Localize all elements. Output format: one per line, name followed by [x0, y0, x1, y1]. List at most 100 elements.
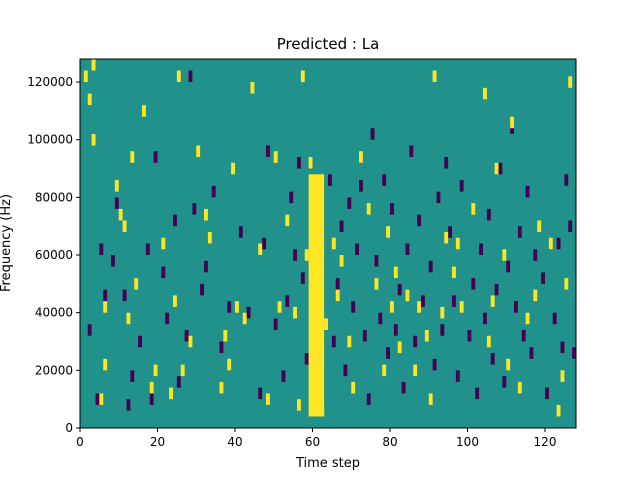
- heatmap-cell-low: [122, 289, 127, 302]
- heatmap-cell-high: [169, 387, 174, 400]
- heatmap-cell-low: [479, 243, 484, 256]
- heatmap-cell-high: [219, 381, 224, 394]
- heatmap-cell-low: [362, 329, 367, 342]
- heatmap-cell-low: [192, 203, 197, 215]
- heatmap-cell-high: [335, 289, 340, 302]
- heatmap-cell-high: [382, 364, 387, 377]
- heatmap-cell-low: [111, 255, 115, 267]
- heatmap-cell-high: [250, 82, 255, 94]
- heatmap-cell-low: [545, 387, 549, 400]
- heatmap-cell-high: [293, 306, 298, 319]
- heatmap-cell-high: [405, 289, 410, 302]
- heatmap-cell-low: [355, 243, 360, 256]
- heatmap-cell-low: [204, 260, 208, 273]
- heatmap-cell-high: [188, 335, 193, 348]
- heatmap-cell-low: [95, 393, 100, 405]
- heatmap-cell-high: [386, 226, 391, 238]
- heatmap-cell-low: [351, 301, 356, 313]
- heatmap-cell-high: [142, 105, 146, 117]
- heatmap-cell-low: [517, 226, 522, 238]
- heatmap-cell-low: [506, 260, 511, 273]
- heatmap-cell-high: [196, 145, 201, 158]
- heatmap-cell-low: [219, 341, 224, 354]
- heatmap-cell-low: [560, 341, 565, 354]
- heatmap-cell-low: [397, 283, 402, 296]
- y-tick-label: 40000: [35, 306, 73, 320]
- heatmap-cell-low: [564, 174, 569, 186]
- heatmap-cell-high: [285, 214, 290, 227]
- heatmap-cell-low: [486, 208, 491, 221]
- heatmap-cell-low: [238, 226, 243, 238]
- heatmap-cell-low: [455, 370, 460, 382]
- x-tick-label: 20: [150, 435, 165, 449]
- heatmap-cell-high: [297, 399, 301, 411]
- heatmap-cell-high: [324, 318, 329, 330]
- heatmap-cell-high: [126, 312, 131, 325]
- x-tick-label: 60: [305, 435, 320, 449]
- heatmap-cell-high: [428, 393, 433, 405]
- heatmap-cell-high: [533, 289, 538, 302]
- x-tick-label: 40: [227, 435, 242, 449]
- heatmap-cell-low: [273, 318, 278, 330]
- x-axis-label: Time step: [295, 456, 360, 471]
- heatmap-cell-high: [351, 381, 356, 394]
- heatmap-cell-low: [475, 387, 480, 400]
- heatmap-cell-low: [335, 278, 340, 290]
- heatmap-cells: [83, 59, 577, 417]
- x-tick-label: 120: [534, 435, 557, 449]
- heatmap-cell-low: [103, 289, 108, 302]
- heatmap-cell-low: [378, 312, 383, 325]
- heatmap-cell-high: [242, 312, 247, 325]
- heatmap-cell-low: [444, 157, 449, 169]
- heatmap-cell-low: [366, 393, 371, 405]
- heatmap-cell-low: [339, 220, 344, 232]
- heatmap-cell-high: [486, 335, 491, 348]
- heatmap-cell-low: [421, 295, 425, 307]
- heatmap-cell-high: [308, 157, 313, 169]
- heatmap-cell-low: [304, 353, 309, 365]
- heatmap-cell-low: [262, 237, 267, 250]
- heatmap-cell-low: [293, 249, 298, 261]
- heatmap-cell-low: [483, 312, 487, 325]
- heatmap-cell-low: [494, 283, 499, 296]
- heatmap-cell-high: [103, 301, 108, 313]
- heatmap-cell-low: [490, 353, 495, 365]
- heatmap-cell-low: [359, 180, 363, 192]
- heatmap-cell-high: [91, 59, 96, 71]
- heatmap-cell-low: [281, 370, 286, 382]
- heatmap-cell-low: [393, 324, 398, 336]
- heatmap-cell-high: [331, 237, 336, 250]
- heatmap-cell-low: [211, 185, 216, 198]
- heatmap-cell-high: [103, 358, 108, 371]
- heatmap-cell-high: [537, 220, 542, 232]
- heatmap-cell-low: [285, 295, 290, 307]
- plot-area: [79, 58, 577, 429]
- heatmap-cell-low: [521, 329, 526, 342]
- y-axis-label: Frequency (Hz): [0, 194, 14, 292]
- heatmap-cell-high: [494, 162, 499, 175]
- heatmap-cell-low: [452, 295, 456, 307]
- heatmap-cell-low: [188, 70, 193, 83]
- heatmap-cell-low: [401, 381, 406, 394]
- y-tick-label: 80000: [35, 190, 73, 204]
- heatmap-cell-low: [161, 266, 166, 279]
- heatmap-cell-low: [533, 249, 538, 261]
- heatmap-cell-low: [145, 243, 150, 256]
- x-tick-label: 80: [382, 435, 397, 449]
- heatmap-cell-high: [180, 364, 185, 377]
- heatmap-cell-high: [548, 237, 553, 250]
- heatmap-dense-band: [308, 174, 325, 417]
- heatmap-cell-high: [227, 358, 232, 371]
- heatmap-cell-high: [130, 151, 135, 163]
- heatmap-cell-low: [502, 376, 507, 388]
- heatmap-cell-low: [227, 301, 232, 313]
- heatmap-cell-high: [277, 301, 282, 313]
- chart-title: Predicted : La: [277, 35, 380, 53]
- heatmap-cell-high: [359, 151, 363, 163]
- heatmap-cell-low: [529, 347, 534, 359]
- heatmap-cell-low: [165, 312, 170, 325]
- heatmap-cell-low: [459, 180, 464, 192]
- heatmap-cell-high: [525, 312, 530, 325]
- heatmap-cell-low: [200, 283, 205, 296]
